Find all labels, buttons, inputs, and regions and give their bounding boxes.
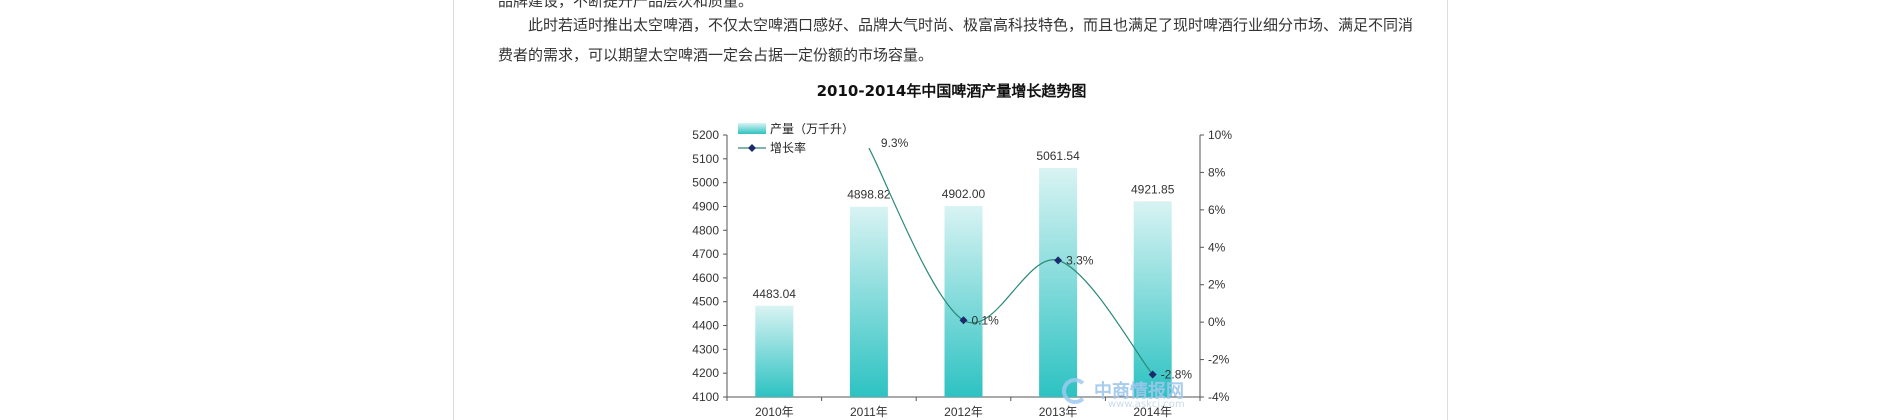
right-axis-tick-label: 6%	[1208, 203, 1226, 217]
legend-line-label: 增长率	[770, 140, 806, 155]
left-axis-tick-label: 4700	[692, 247, 719, 261]
legend-bar-swatch	[738, 123, 766, 134]
left-axis-tick-label: 5100	[692, 152, 719, 166]
bar-data-label: 4902.00	[942, 187, 986, 201]
bar-production	[1133, 201, 1172, 397]
watermark-text: 中商情报网	[1094, 381, 1184, 402]
watermark-url: www.askci.com	[1108, 399, 1185, 410]
growth-rate-label: 3.3%	[1066, 253, 1094, 267]
right-axis-tick-label: -2%	[1208, 353, 1230, 367]
growth-rate-marker	[1054, 256, 1063, 265]
left-axis-tick-label: 4600	[692, 271, 719, 285]
bar-production	[944, 205, 983, 397]
x-axis-tick-label: 2013年	[1039, 405, 1078, 419]
x-axis-tick-label: 2012年	[944, 405, 983, 419]
left-axis-tick-label: 4500	[692, 295, 719, 309]
article-paragraph-main: 此时若适时推出太空啤酒，不仅太空啤酒口感好、品牌大气时尚、极富高科技特色，而且也…	[498, 16, 1414, 64]
right-axis-tick-label: -4%	[1208, 390, 1230, 404]
left-axis-tick-label: 4400	[692, 319, 719, 333]
bar-data-label: 4483.04	[753, 287, 797, 301]
watermark-logo-icon	[1062, 378, 1088, 404]
chart-title: 2010-2014年中国啤酒产量增长趋势图	[816, 82, 1087, 100]
growth-rate-label: 9.3%	[881, 136, 909, 150]
x-axis-tick-label: 2010年	[755, 405, 794, 419]
left-axis-tick-label: 4800	[692, 223, 719, 237]
bar-data-label: 5061.54	[1036, 149, 1080, 163]
left-axis-tick-label: 4900	[692, 199, 719, 213]
bar-production	[755, 305, 794, 397]
right-axis-tick-label: 4%	[1208, 240, 1226, 254]
left-axis-tick-label: 4200	[692, 366, 719, 380]
bar-production	[1039, 167, 1078, 397]
growth-rate-label: 0.1%	[972, 313, 1000, 327]
legend-bar-label: 产量（万千升）	[770, 122, 854, 136]
growth-rate-marker	[959, 316, 968, 325]
x-axis-tick-label: 2014年	[1133, 405, 1172, 419]
right-axis-tick-label: 8%	[1208, 165, 1226, 179]
article-paragraph-top: 品牌建设，不断提升产品层次和质量。	[498, 0, 754, 10]
bar-data-label: 4898.82	[847, 188, 891, 202]
left-axis-tick-label: 5200	[692, 128, 719, 142]
left-axis-tick-label: 4300	[692, 342, 719, 356]
bar-production	[849, 206, 888, 397]
right-axis-tick-label: 0%	[1208, 315, 1226, 329]
right-axis-tick-label: 10%	[1208, 128, 1232, 142]
left-axis-tick-label: 5000	[692, 176, 719, 190]
left-axis-tick-label: 4100	[692, 390, 719, 404]
growth-rate-line	[868, 147, 1154, 375]
x-axis-tick-label: 2011年	[850, 405, 888, 419]
right-axis-tick-label: 2%	[1208, 278, 1226, 292]
bar-data-label: 4921.85	[1131, 182, 1175, 196]
legend-line-marker	[748, 144, 756, 152]
growth-rate-marker	[1148, 370, 1157, 379]
growth-rate-label: -2.8%	[1161, 368, 1193, 382]
